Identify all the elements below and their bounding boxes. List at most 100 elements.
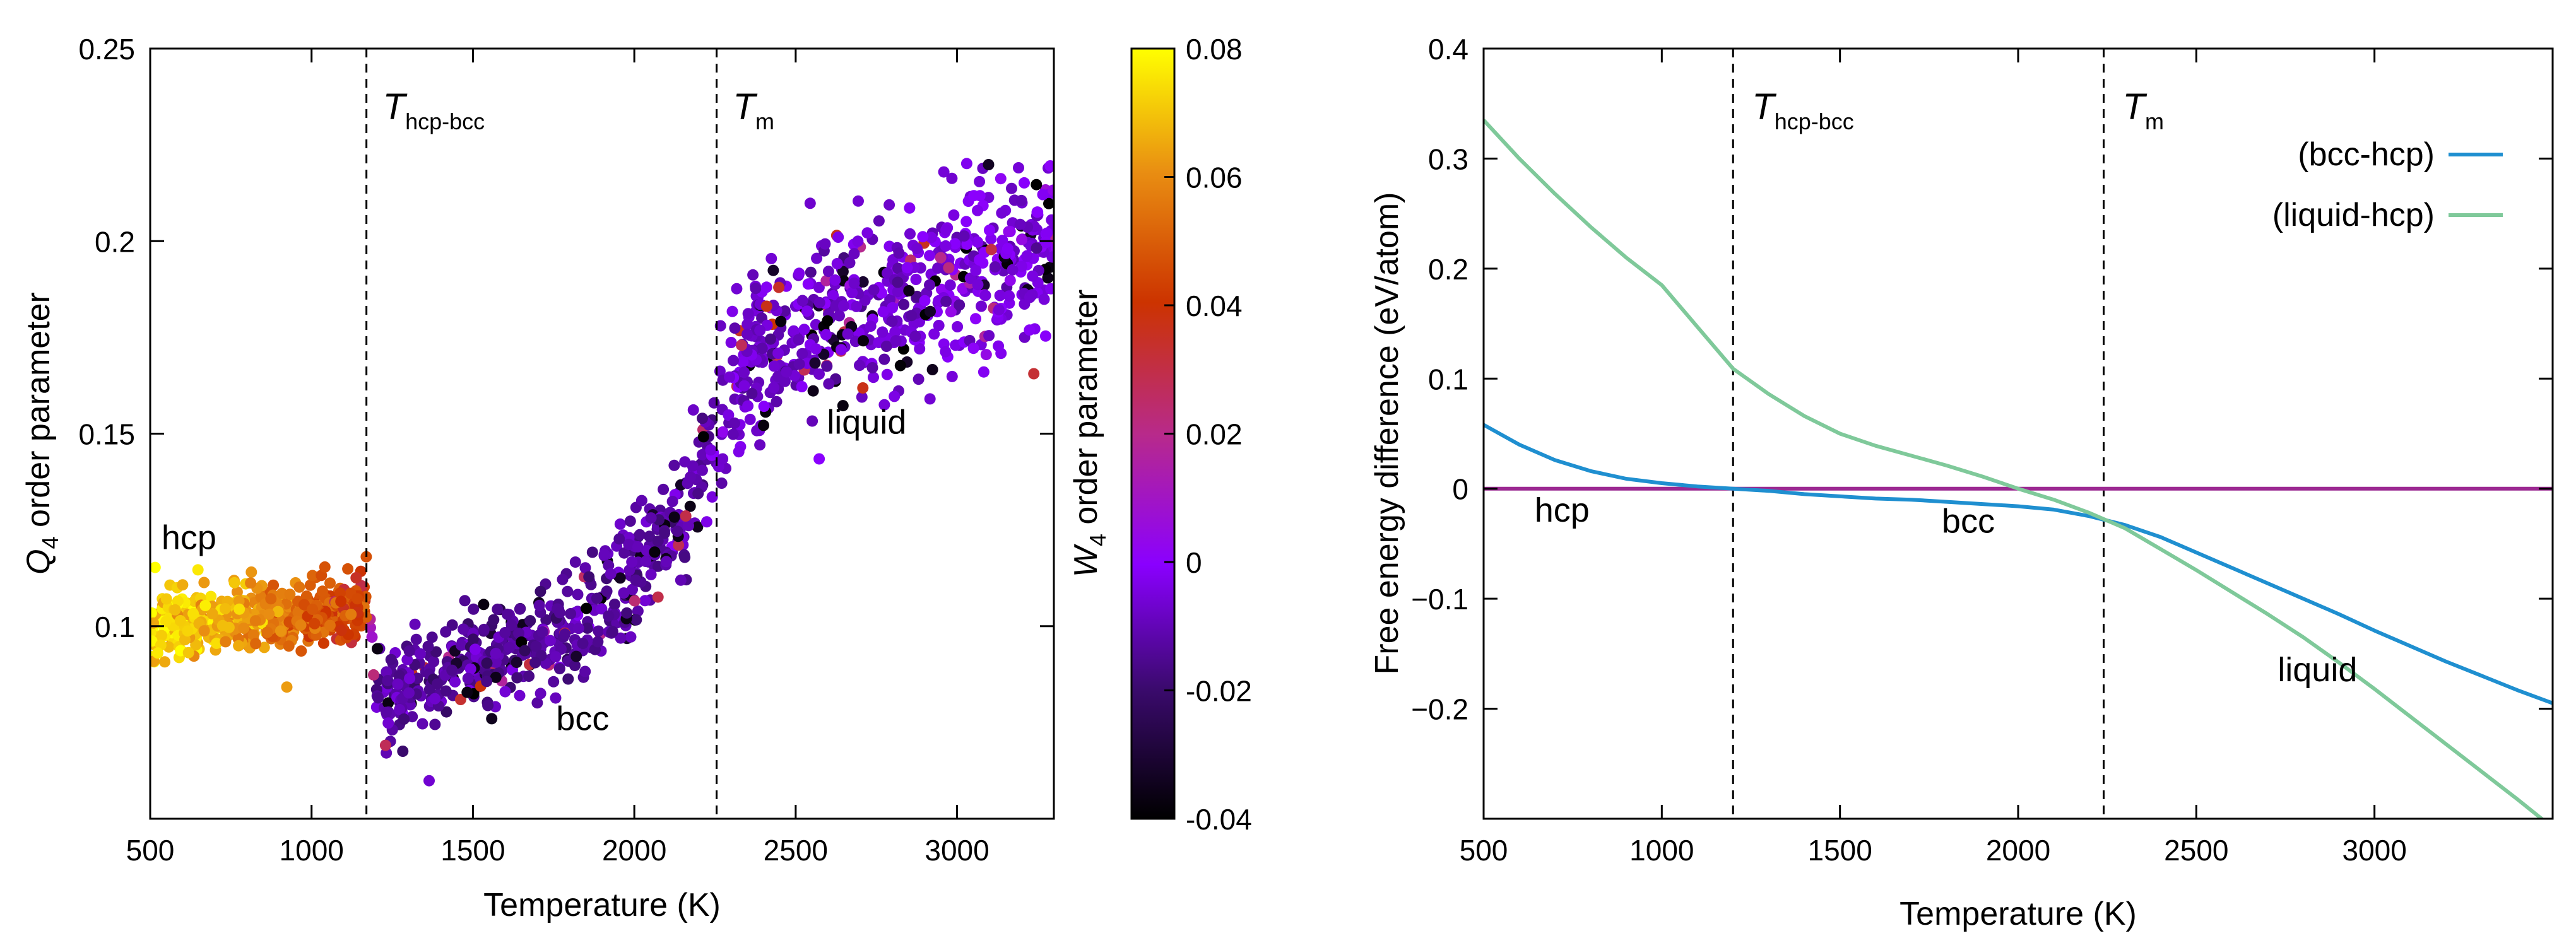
colorbar-tick-label: 0 [1186, 546, 1202, 579]
scatter-point [827, 290, 839, 302]
scatter-point [658, 483, 670, 495]
line-region-hcp: hcp [1535, 491, 1590, 529]
scatter-point [989, 261, 1001, 273]
line-y-tick-label: 0.4 [1428, 33, 1468, 66]
scatter-point [634, 529, 646, 541]
scatter-point [250, 638, 262, 650]
scatter-x-tick-label: 2500 [764, 834, 828, 867]
scatter-vlines [365, 49, 718, 819]
scatter-point [754, 439, 766, 451]
scatter-point [796, 381, 808, 392]
scatter-point [738, 366, 750, 378]
scatter-point [469, 643, 481, 655]
colorbar-label: W4 order parameter [1068, 290, 1111, 577]
scatter-point [914, 343, 926, 354]
scatter-point [972, 204, 983, 216]
scatter-point [190, 639, 202, 651]
scatter-point [877, 326, 889, 338]
scatter-point [685, 471, 696, 483]
scatter-point [831, 258, 843, 269]
scatter-point [478, 623, 490, 635]
scatter-point [284, 589, 296, 600]
scatter-point [281, 681, 293, 693]
scatter-point [393, 670, 405, 681]
scatter-point [394, 703, 406, 715]
scatter-point [978, 366, 990, 378]
scatter-point [796, 295, 808, 307]
scatter-point [798, 324, 810, 336]
scatter-point [830, 300, 842, 312]
scatter-point [1015, 261, 1027, 272]
scatter-vline-label-hcp-bcc: Thcp-bcc [383, 86, 485, 134]
scatter-point [150, 607, 157, 619]
scatter-point [954, 299, 966, 311]
scatter-point [440, 626, 452, 638]
scatter-point [440, 706, 452, 718]
scatter-point [822, 315, 834, 327]
scatter-region-liquid: liquid [827, 404, 906, 442]
scatter-point [1031, 242, 1043, 254]
scatter-point [533, 599, 545, 611]
scatter-point [458, 623, 470, 635]
scatter-point [983, 330, 995, 342]
scatter-point [823, 378, 835, 390]
scatter-point [737, 356, 749, 368]
scatter-point [382, 717, 394, 729]
colorbar-tick-label: 0.08 [1186, 33, 1243, 66]
scatter-point [861, 227, 873, 239]
scatter-point [727, 428, 739, 440]
line-series-bcc-hcp [1484, 423, 2553, 705]
scatter-point [467, 633, 479, 645]
scatter-point [630, 574, 642, 586]
scatter-point [837, 400, 849, 412]
scatter-point [446, 664, 458, 676]
scatter-point [283, 640, 295, 652]
scatter-point [233, 603, 245, 615]
scatter-point [317, 637, 329, 649]
scatter-point [219, 603, 231, 614]
scatter-point [335, 595, 347, 607]
scatter-point [499, 627, 511, 638]
scatter-point [245, 577, 257, 589]
scatter-point [511, 672, 523, 684]
scatter-point [565, 608, 577, 619]
scatter-point [836, 344, 847, 356]
scatter-point [557, 573, 569, 585]
scatter-point [548, 676, 560, 688]
scatter-point [652, 591, 664, 603]
scatter-point [925, 305, 936, 317]
scatter-point [401, 653, 413, 665]
scatter-point [924, 279, 935, 291]
scatter-point [892, 276, 904, 288]
scatter-point [409, 618, 421, 630]
scatter-point [925, 231, 937, 243]
scatter-point [1041, 227, 1053, 239]
scatter-point [454, 694, 466, 705]
scatter-point [482, 700, 494, 712]
scatter-point [793, 358, 805, 370]
scatter-point [993, 304, 1005, 316]
scatter-point [382, 697, 394, 709]
scatter-point [705, 444, 717, 456]
scatter-point [382, 675, 394, 686]
scatter-point [535, 688, 547, 700]
scatter-point [773, 281, 785, 293]
colorbar-tick-label: -0.04 [1186, 803, 1252, 836]
scatter-point [553, 663, 565, 675]
scatter-point [877, 306, 889, 318]
scatter-point [1007, 264, 1019, 276]
scatter-point [486, 713, 498, 725]
scatter-point [892, 262, 904, 274]
scatter-point [853, 195, 864, 207]
scatter-point [857, 382, 869, 394]
colorbar-tick-label: 0.02 [1186, 418, 1243, 451]
scatter-point [530, 640, 542, 652]
scatter-point [429, 693, 441, 705]
scatter-point [652, 535, 664, 547]
scatter-point [960, 158, 972, 170]
scatter-point [970, 313, 981, 325]
scatter-point [772, 348, 784, 359]
scatter-x-tick-label: 1500 [440, 834, 505, 867]
scatter-point [307, 604, 319, 615]
scatter-point [645, 568, 657, 580]
